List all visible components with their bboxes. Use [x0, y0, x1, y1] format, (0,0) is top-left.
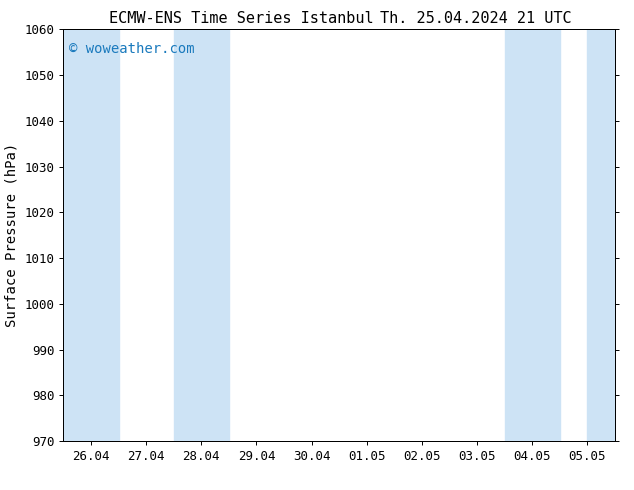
Bar — [63, 29, 119, 441]
Bar — [505, 29, 560, 441]
Bar — [588, 29, 615, 441]
Text: ECMW-ENS Time Series Istanbul: ECMW-ENS Time Series Istanbul — [108, 11, 373, 26]
Text: Th. 25.04.2024 21 UTC: Th. 25.04.2024 21 UTC — [380, 11, 571, 26]
Y-axis label: Surface Pressure (hPa): Surface Pressure (hPa) — [5, 143, 19, 327]
Bar — [174, 29, 229, 441]
Text: © woweather.com: © woweather.com — [69, 42, 195, 56]
